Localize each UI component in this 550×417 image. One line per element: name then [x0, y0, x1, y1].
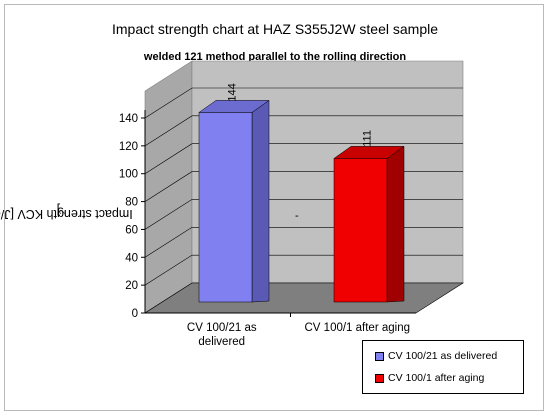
- y-tick-label-7: 140: [119, 113, 138, 125]
- gridline-6: [144, 115, 463, 147]
- legend-entry-1: CV 100/21 as delivered: [375, 350, 497, 362]
- y-tick-label-6: 120: [119, 141, 138, 153]
- data-label-1: 144: [227, 83, 239, 101]
- legend-label-1: CV 100/21 as delivered: [388, 350, 498, 362]
- gridline-5: [144, 143, 463, 174]
- y-tick-label-0: 0: [132, 308, 138, 320]
- bar-1: [198, 112, 253, 303]
- gridline-7: [144, 87, 463, 119]
- y-tick-label-3: 60: [125, 224, 138, 236]
- chart-legend: CV 100/21 as delivered CV 100/1 after ag…: [362, 340, 524, 394]
- y-tick-label-1: 20: [125, 280, 138, 292]
- stray-mark: -: [295, 210, 299, 222]
- chart-title: Impact strength chart at HAZ S355J2W ste…: [111, 21, 439, 37]
- legend-swatch-1: [375, 351, 384, 361]
- y-tick-label-2: 40: [125, 252, 138, 264]
- legend-entry-2: CV 100/1 after aging: [375, 372, 484, 384]
- chart-subtitle: welded 121 method parallel to the rollin…: [143, 51, 407, 63]
- bar-2: [333, 158, 388, 303]
- legend-label-2: CV 100/1 after aging: [388, 372, 485, 384]
- floor: [143, 282, 465, 314]
- side-wall: [144, 60, 193, 314]
- y-tick-label-5: 100: [119, 169, 138, 181]
- data-label-2: 111: [362, 130, 374, 147]
- bar-2-side: [386, 145, 405, 303]
- legend-swatch-2: [375, 373, 384, 383]
- x-category-label-1-line-1: CV 100/21 as: [187, 322, 257, 334]
- y-tick-label-4: 80: [125, 197, 138, 209]
- x-category-label-2-line-1: CV 100/1 after aging: [305, 322, 411, 334]
- bar-1-side: [251, 99, 270, 303]
- x-category-label-1-line-2: delivered: [198, 336, 245, 348]
